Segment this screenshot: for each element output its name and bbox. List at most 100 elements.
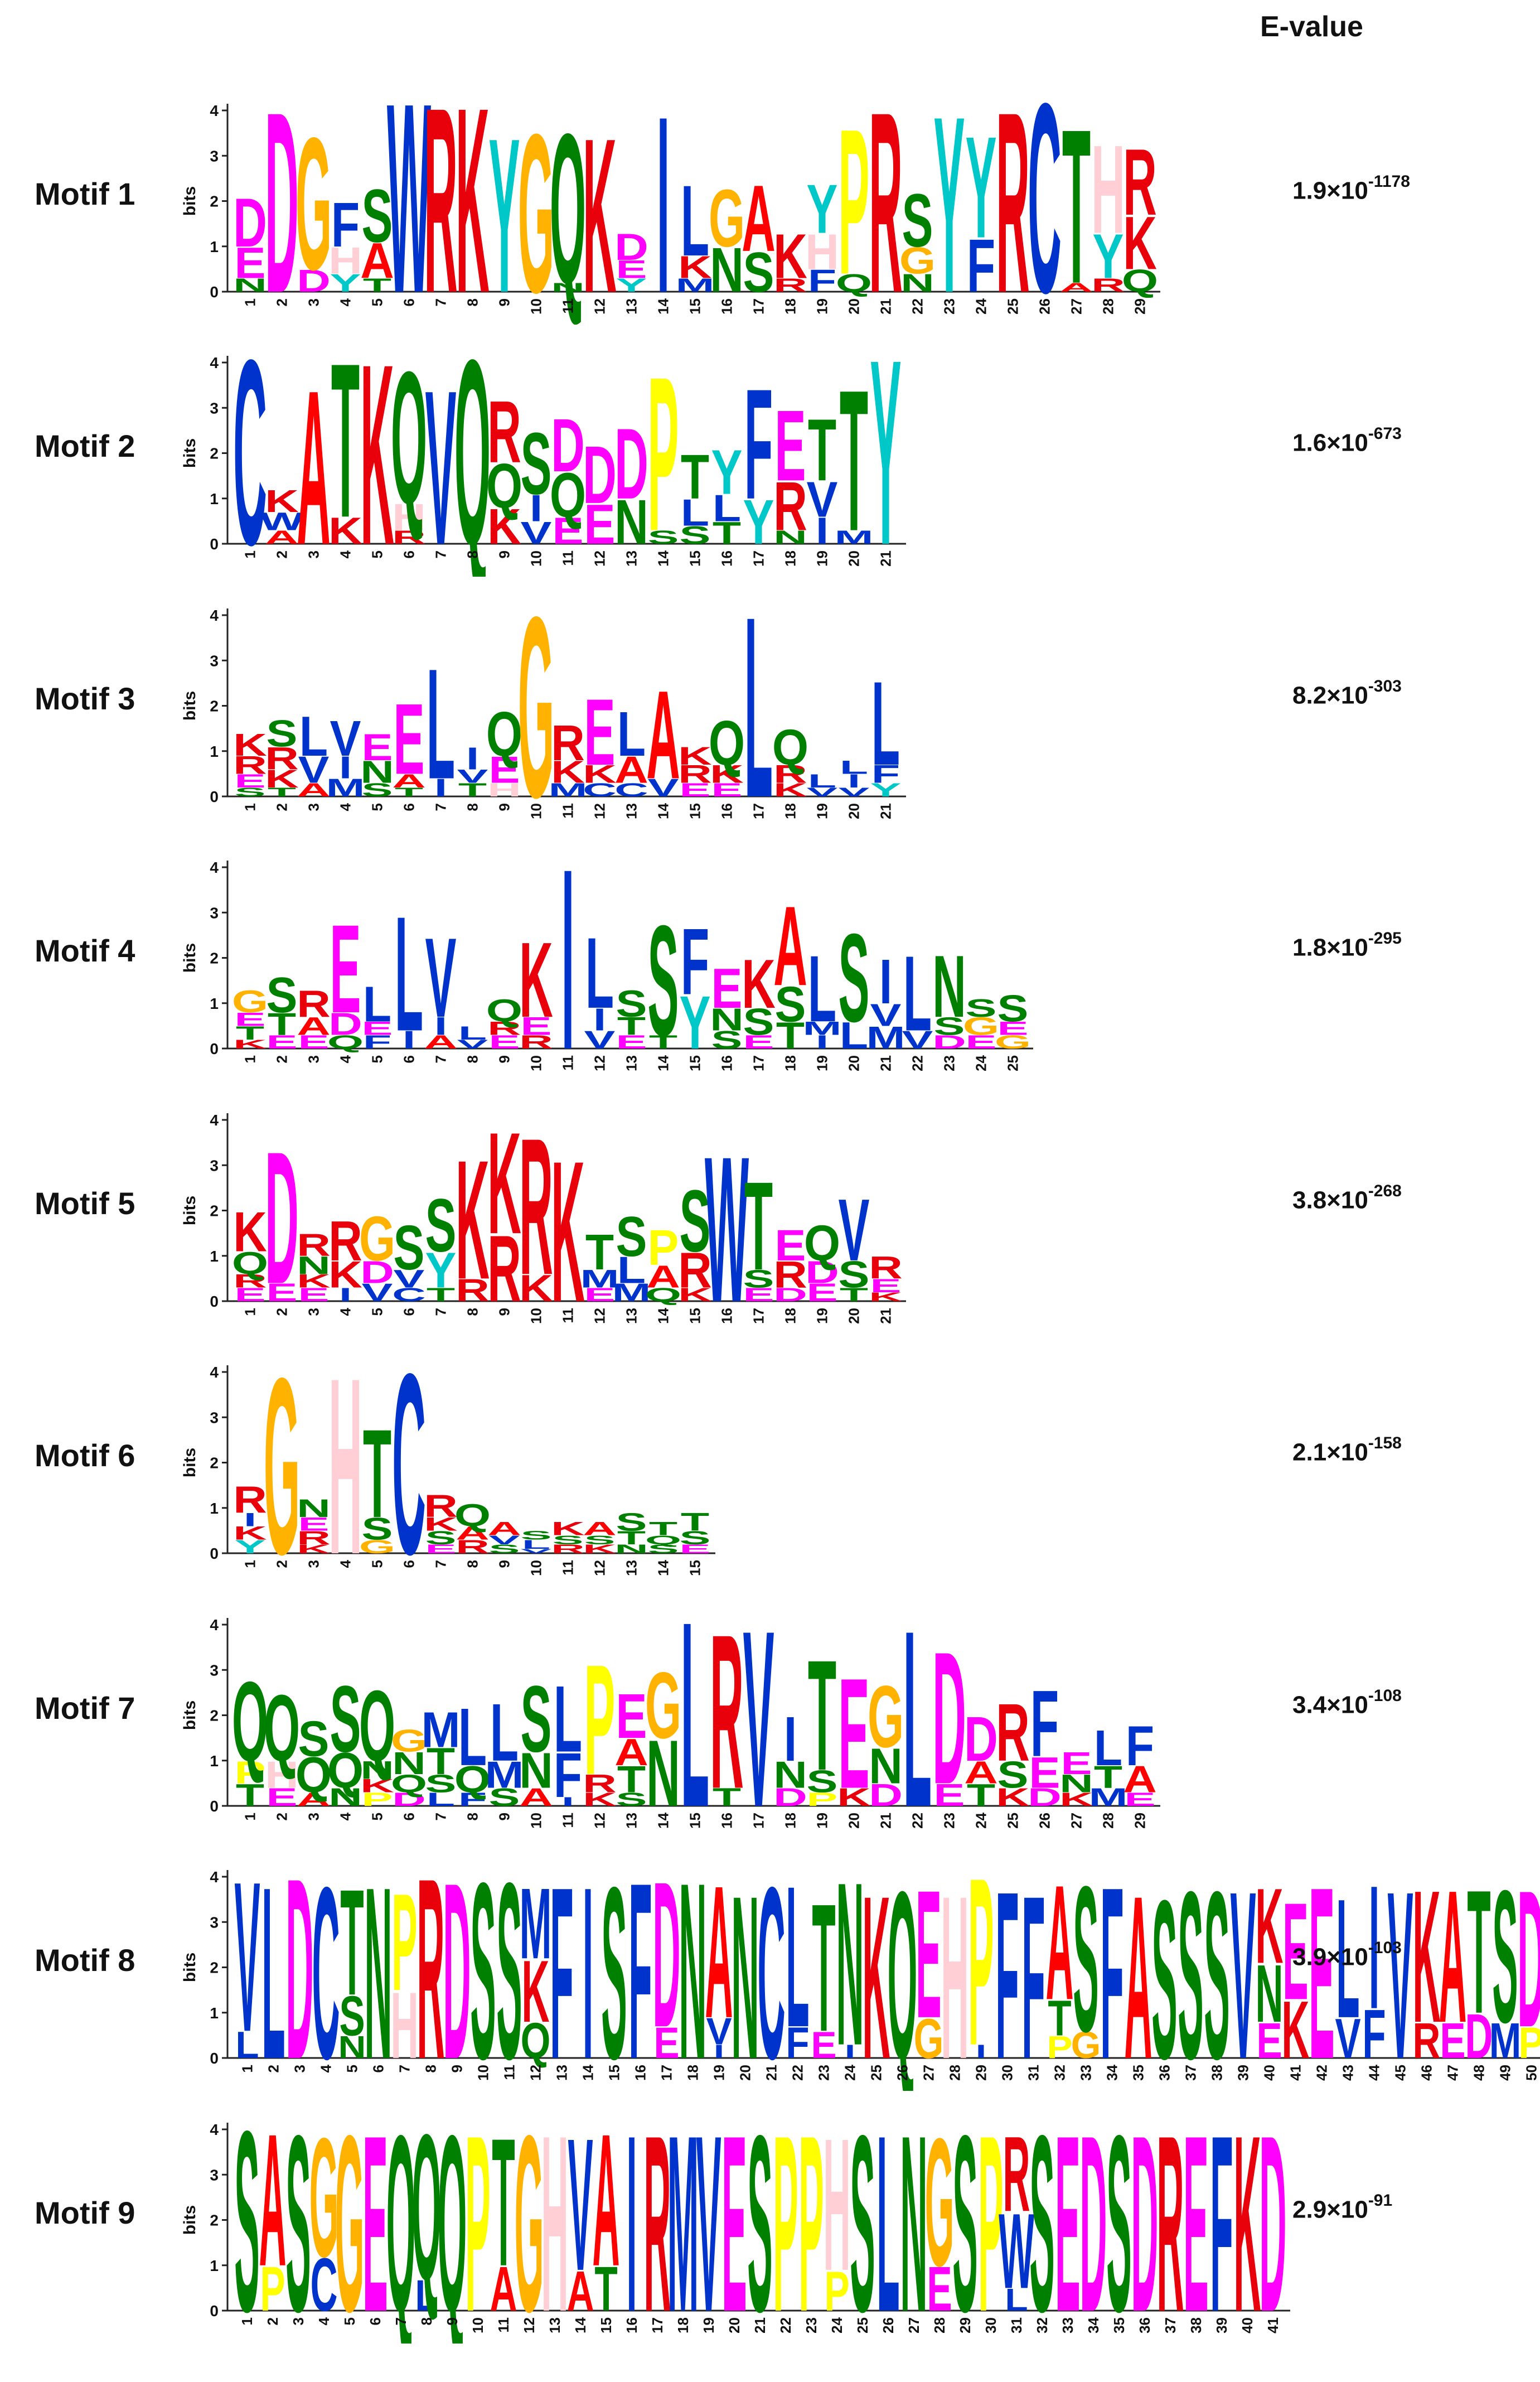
svg-text:S: S (496, 1839, 522, 2091)
svg-text:L: L (617, 699, 646, 770)
logo-letter: H (824, 2099, 851, 2310)
logo-letter: S (616, 983, 647, 1026)
svg-text:N: N (646, 1721, 680, 1827)
logo-letter: C (312, 1839, 340, 2091)
svg-text:V: V (706, 2011, 732, 2052)
position-number: 17 (649, 2317, 666, 2333)
svg-text:R: R (297, 1527, 331, 1548)
logo-letter: S (521, 1666, 552, 1772)
logo-letter: Q (296, 1747, 332, 1804)
logo-letter: V (568, 2099, 593, 2310)
logo-letter: E (711, 779, 743, 800)
svg-text:N: N (836, 1839, 864, 2091)
svg-text:R: R (487, 1216, 521, 1322)
position-number: 6 (367, 2317, 384, 2325)
svg-text:M: M (549, 779, 588, 800)
logo-letter: L (681, 1587, 709, 1839)
logo-letter: M (1089, 1784, 1128, 1811)
svg-text:H: H (824, 2099, 851, 2310)
logo-letter: Q (327, 1031, 364, 1052)
logo-letter: R (1157, 2091, 1184, 2344)
logo-letter: I (784, 1704, 797, 1775)
svg-text:A: A (1059, 281, 1093, 294)
logo-letter: E (267, 1784, 298, 1811)
logo-letter: S (1204, 1842, 1229, 2091)
logo-letter: K (773, 779, 807, 800)
logo-letter: P (1047, 2030, 1072, 2065)
logo-letter: S (234, 2091, 259, 2344)
logo-letter: Q (888, 1842, 918, 2091)
svg-text:K: K (519, 921, 553, 1040)
position-number: 10 (528, 1813, 545, 1829)
position-number: 29 (957, 2317, 974, 2333)
logo-letter: I (434, 774, 447, 802)
logo-letter: L (871, 658, 900, 790)
svg-text:Q: Q (412, 2091, 442, 2323)
position-number: 27 (905, 2317, 922, 2333)
svg-text:P: P (807, 1789, 838, 1810)
svg-text:T: T (713, 1784, 741, 1811)
position-number: 13 (623, 298, 640, 315)
position-number: 18 (782, 1813, 799, 1829)
svg-text:H: H (328, 240, 362, 282)
sequence-logo: bits01234SERK1TKRS2AVL3MIV4SNE5TAE6IL7TV… (181, 577, 906, 829)
svg-text:P: P (1047, 2030, 1072, 2065)
logo-letter: V (839, 785, 870, 799)
logo-letter: R (265, 741, 299, 776)
y-axis-label: bits (181, 438, 199, 468)
svg-text:K: K (583, 93, 617, 325)
logo-letter: D (1465, 2001, 1493, 2071)
svg-text:V: V (457, 1037, 488, 1051)
position-number: 15 (687, 1813, 704, 1829)
svg-text:A: A (1125, 1848, 1152, 2091)
logo-letter: K (456, 1125, 490, 1315)
logo-letter: I (339, 1284, 352, 1305)
svg-text:L: L (808, 936, 836, 1042)
logo-letter: V (839, 1181, 870, 1279)
svg-text:R: R (773, 1254, 807, 1296)
svg-text:S: S (850, 2091, 875, 2344)
svg-text:T: T (363, 1404, 391, 1544)
logo-letter: E (235, 1009, 266, 1030)
svg-text:P: P (798, 2091, 824, 2344)
logo-letter: V (1335, 2007, 1360, 2070)
logo-letter: N (710, 1002, 744, 1037)
position-number: 7 (396, 2065, 413, 2072)
svg-text:D: D (773, 1784, 807, 1811)
evalue-exponent: -103 (1368, 1939, 1402, 1957)
logo-letter: Q (412, 2091, 442, 2323)
svg-text:E: E (1282, 1874, 1308, 2029)
logo-letter: T (744, 1156, 773, 1297)
logo-letter: E (489, 1031, 520, 1052)
svg-text:D: D (932, 1031, 966, 1052)
logo-letter: E (584, 1284, 616, 1305)
svg-text:V: V (457, 766, 488, 787)
y-tick-label: 3 (210, 1157, 219, 1174)
logo-letter: D (1028, 1784, 1062, 1811)
svg-text:Q: Q (386, 2091, 416, 2344)
position-number: 20 (737, 2065, 754, 2081)
logo-letter: E (775, 389, 806, 501)
svg-text:N: N (614, 1542, 648, 1556)
svg-text:R: R (551, 1542, 585, 1556)
logo-letter: L (427, 1789, 455, 1810)
svg-text:G: G (995, 1031, 1031, 1052)
svg-text:G: G (335, 2091, 365, 2344)
motif-evalue: 3.8×10-268 (1292, 1182, 1402, 1215)
svg-text:E: E (997, 1018, 1029, 1039)
logo-letter: D (869, 1777, 903, 1813)
logo-letter: E (267, 1279, 298, 1307)
logo-letter: S (362, 173, 393, 258)
position-number: 1 (242, 1813, 259, 1820)
position-number: 8 (423, 2065, 439, 2072)
logo-letter: R (233, 1479, 267, 1521)
svg-text:T: T (585, 1224, 614, 1281)
logo-letter: E (521, 1012, 552, 1040)
position-number: 35 (1130, 2065, 1147, 2081)
motif-label: Motif 9 (35, 2195, 135, 2230)
position-number: 30 (982, 2317, 999, 2333)
position-number: 20 (846, 550, 863, 567)
position-number: 12 (527, 2065, 544, 2081)
logo-letter: S (648, 526, 679, 548)
